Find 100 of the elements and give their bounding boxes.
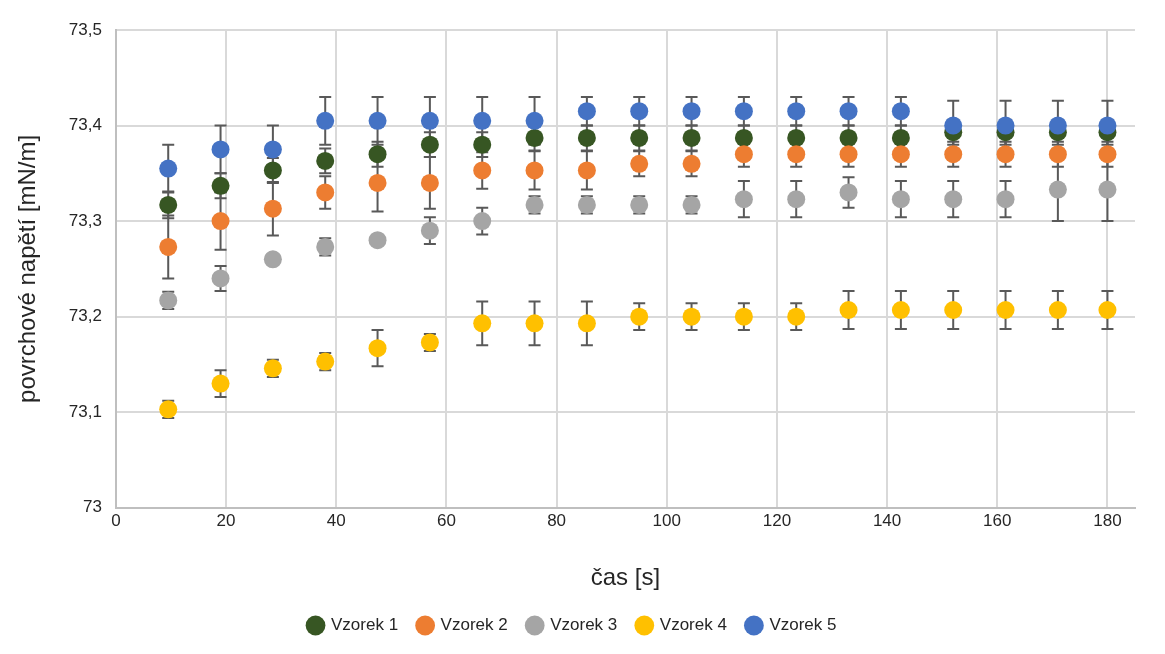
x-tick-label: 20: [216, 510, 236, 530]
point: [211, 140, 230, 159]
point: [1048, 116, 1067, 135]
point: [211, 269, 230, 288]
point: [420, 221, 439, 240]
y-tick-label: 73,2: [68, 306, 102, 326]
point: [734, 128, 753, 147]
point: [1098, 145, 1117, 164]
point: [734, 145, 753, 164]
point: [473, 111, 492, 130]
point: [368, 231, 387, 250]
point: [996, 116, 1015, 135]
point: [630, 154, 649, 173]
point: [473, 212, 492, 231]
y-tick-label: 73: [82, 497, 102, 517]
point: [630, 307, 649, 326]
point: [473, 314, 492, 333]
point: [159, 237, 178, 256]
point: [944, 300, 963, 319]
point: [839, 128, 858, 147]
point: [839, 300, 858, 319]
point: [263, 161, 282, 180]
x-tick-label: 60: [436, 510, 456, 530]
point: [420, 111, 439, 130]
point: [682, 307, 701, 326]
point: [682, 128, 701, 147]
y-tick-label: 73,3: [68, 210, 102, 230]
point: [787, 145, 806, 164]
point: [577, 102, 596, 121]
point: [525, 314, 544, 333]
point: [420, 135, 439, 154]
point: [316, 111, 335, 130]
point: [211, 374, 230, 393]
point: [839, 183, 858, 202]
point: [996, 145, 1015, 164]
point: [577, 314, 596, 333]
point: [1098, 300, 1117, 319]
point: [996, 190, 1015, 209]
point: [787, 128, 806, 147]
point: [682, 154, 701, 173]
point: [944, 116, 963, 135]
point: [891, 128, 910, 147]
point: [263, 199, 282, 218]
y-tick-label: 73,1: [68, 401, 102, 421]
point: [1098, 180, 1117, 199]
point: [159, 159, 178, 178]
point: [159, 195, 178, 214]
point: [1098, 116, 1117, 135]
point: [1048, 180, 1067, 199]
point: [525, 128, 544, 147]
point: [630, 102, 649, 121]
point: [891, 190, 910, 209]
x-axis-title: čas [s]: [590, 563, 661, 591]
x-tick-label: 0: [111, 510, 121, 530]
point: [891, 300, 910, 319]
point: [787, 190, 806, 209]
point: [839, 145, 858, 164]
point: [734, 190, 753, 209]
point: [630, 128, 649, 147]
point: [891, 102, 910, 121]
point: [263, 250, 282, 269]
legend-label: Vzorek 4: [659, 615, 727, 635]
x-tick-label: 40: [326, 510, 346, 530]
legend-label: Vzorek 1: [331, 615, 399, 635]
point: [368, 145, 387, 164]
x-tick-label: 160: [983, 510, 1012, 530]
point: [368, 173, 387, 192]
point: [368, 111, 387, 130]
point: [787, 307, 806, 326]
point: [473, 135, 492, 154]
legend-label: Vzorek 5: [769, 615, 837, 635]
point: [682, 102, 701, 121]
point: [944, 190, 963, 209]
y-tick-label: 73,5: [68, 19, 102, 39]
point: [263, 140, 282, 159]
point: [473, 161, 492, 180]
point: [525, 161, 544, 180]
point: [1048, 145, 1067, 164]
point: [996, 300, 1015, 319]
point: [420, 173, 439, 192]
point: [577, 161, 596, 180]
point: [316, 151, 335, 170]
point: [577, 128, 596, 147]
y-tick-label: 73,4: [68, 115, 102, 135]
point: [734, 102, 753, 121]
point: [787, 102, 806, 121]
x-tick-label: 100: [652, 510, 681, 530]
legend-label: Vzorek 2: [440, 615, 508, 635]
x-tick-label: 140: [872, 510, 902, 530]
y-axis-title: povrchové napětí [mN/m]: [13, 134, 41, 403]
point: [525, 111, 544, 130]
x-tick-label: 180: [1093, 510, 1122, 530]
point: [839, 102, 858, 121]
point: [1048, 300, 1067, 319]
legend-label: Vzorek 3: [550, 615, 618, 635]
point: [211, 212, 230, 231]
x-tick-label: 80: [547, 510, 567, 530]
point: [734, 307, 753, 326]
point: [891, 145, 910, 164]
point: [944, 145, 963, 164]
